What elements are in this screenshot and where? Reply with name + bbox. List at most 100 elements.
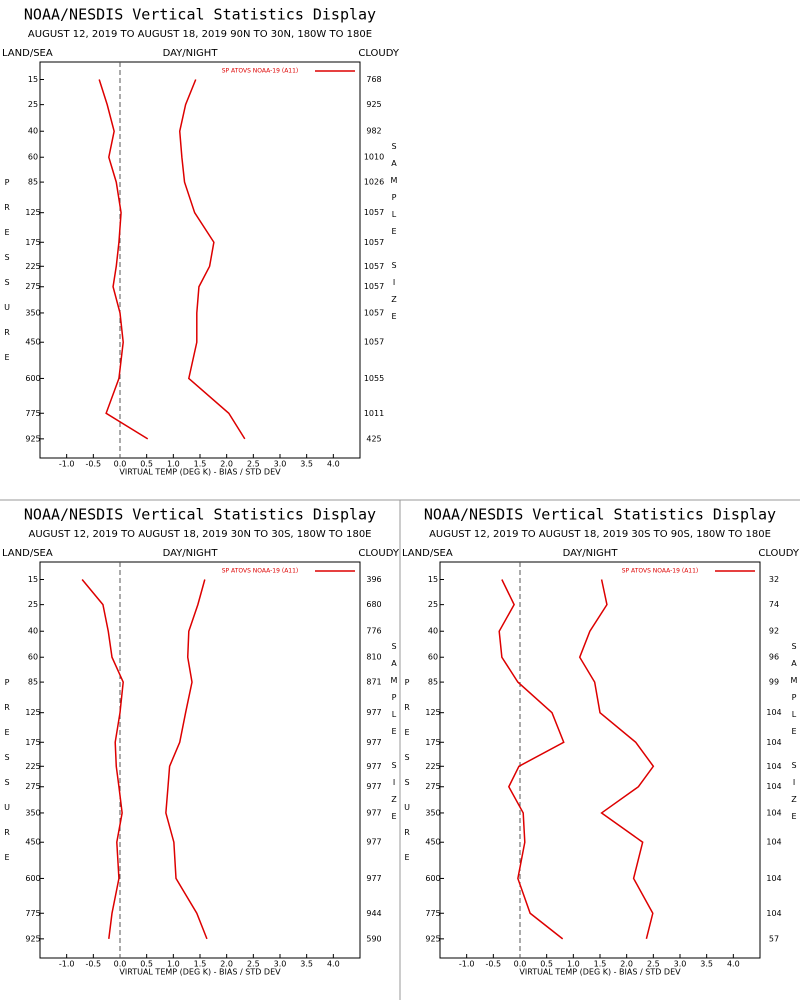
sample-size: 977 xyxy=(366,708,381,717)
sample-size: 925 xyxy=(366,100,381,109)
y2-axis-label: SAMPLE SIZE xyxy=(390,642,399,829)
panel-title: NOAA/NESDIS Vertical Statistics Display xyxy=(24,506,376,524)
x-tick-label: 0.0 xyxy=(114,960,127,969)
sample-size: 99 xyxy=(769,678,779,687)
sample-size: 96 xyxy=(769,653,779,662)
sample-size: 104 xyxy=(766,808,781,817)
y-axis-label: PRESSURE xyxy=(3,678,12,878)
y-tick-label: 175 xyxy=(25,738,40,747)
sample-size: 871 xyxy=(366,678,381,687)
y-tick-label: 15 xyxy=(28,575,38,584)
y-tick-label: 25 xyxy=(28,600,38,609)
right-label: CLOUDY xyxy=(758,548,800,559)
y-tick-label: 40 xyxy=(428,627,438,636)
sample-size: 104 xyxy=(766,708,781,717)
legend-label: SP ATOVS NOAA-19 (A11) xyxy=(222,68,299,75)
sample-size: 1057 xyxy=(364,338,384,347)
panel-subtitle: AUGUST 12, 2019 TO AUGUST 18, 2019 30N T… xyxy=(29,529,372,540)
x-tick-label: 3.0 xyxy=(274,460,287,469)
x-tick-label: -0.5 xyxy=(86,960,102,969)
x-tick-label: 3.5 xyxy=(700,960,713,969)
sample-size: 396 xyxy=(366,575,381,584)
y-tick-label: 350 xyxy=(425,808,440,817)
y-tick-label: 775 xyxy=(25,909,40,918)
sample-size: 977 xyxy=(366,782,381,791)
sample-size: 680 xyxy=(366,600,381,609)
x-tick-label: 1.0 xyxy=(567,960,580,969)
x-axis-label: VIRTUAL TEMP (DEG K) - BIAS / STD DEV xyxy=(519,968,681,977)
panel-subtitle: AUGUST 12, 2019 TO AUGUST 18, 2019 90N T… xyxy=(28,29,372,40)
sample-size: 104 xyxy=(766,762,781,771)
x-tick-label: 0.0 xyxy=(114,460,127,469)
left-label: LAND/SEA xyxy=(2,48,53,59)
panel-title: NOAA/NESDIS Vertical Statistics Display xyxy=(424,506,776,524)
y-tick-label: 60 xyxy=(428,653,438,662)
y-axis-label: PRESSURE xyxy=(3,178,12,378)
x-tick-label: 2.5 xyxy=(247,460,260,469)
sample-size: 776 xyxy=(366,627,381,636)
y-tick-label: 775 xyxy=(25,409,40,418)
x-tick-label: -0.5 xyxy=(486,960,502,969)
left-label: LAND/SEA xyxy=(402,548,453,559)
center-label: DAY/NIGHT xyxy=(163,48,219,59)
y-tick-label: 775 xyxy=(425,909,440,918)
std-dev-line xyxy=(578,579,655,940)
y-tick-label: 60 xyxy=(28,153,38,162)
y-tick-label: 40 xyxy=(28,127,38,136)
x-tick-label: 4.0 xyxy=(727,960,740,969)
y2-axis-label: SAMPLE SIZE xyxy=(390,142,399,329)
x-tick-label: 1.0 xyxy=(167,460,180,469)
sample-size: 1057 xyxy=(364,308,384,317)
x-tick-label: 0.5 xyxy=(140,460,153,469)
x-tick-label: 1.5 xyxy=(594,960,607,969)
y-tick-label: 125 xyxy=(25,208,40,217)
sample-size: 977 xyxy=(366,738,381,747)
x-tick-label: 1.0 xyxy=(167,960,180,969)
y-tick-label: 125 xyxy=(25,708,40,717)
y-tick-label: 225 xyxy=(25,262,40,271)
sample-size: 1011 xyxy=(364,409,384,418)
x-tick-label: 1.5 xyxy=(194,460,207,469)
y-tick-label: 450 xyxy=(25,838,40,847)
y-tick-label: 40 xyxy=(28,627,38,636)
panel-subtitle: AUGUST 12, 2019 TO AUGUST 18, 2019 30S T… xyxy=(429,529,771,540)
sample-size: 982 xyxy=(366,127,381,136)
y-tick-label: 600 xyxy=(25,374,40,383)
y-tick-label: 600 xyxy=(25,874,40,883)
y-tick-label: 85 xyxy=(28,178,38,187)
y-tick-label: 225 xyxy=(425,762,440,771)
sample-size: 1057 xyxy=(364,262,384,271)
center-label: DAY/NIGHT xyxy=(163,548,219,559)
x-tick-label: 0.5 xyxy=(140,960,153,969)
center-label: DAY/NIGHT xyxy=(563,548,619,559)
x-axis-label: VIRTUAL TEMP (DEG K) - BIAS / STD DEV xyxy=(119,468,281,477)
y2-axis-label: SAMPLE SIZE xyxy=(790,642,799,829)
legend-label: SP ATOVS NOAA-19 (A11) xyxy=(622,568,699,575)
sample-size: 104 xyxy=(766,874,781,883)
y-tick-label: 25 xyxy=(28,100,38,109)
sample-size: 768 xyxy=(366,75,381,84)
x-tick-label: 2.5 xyxy=(247,960,260,969)
x-tick-label: 2.0 xyxy=(220,960,233,969)
sample-size: 977 xyxy=(366,808,381,817)
sample-size: 1057 xyxy=(364,208,384,217)
x-tick-label: 3.5 xyxy=(300,460,313,469)
sample-size: 1055 xyxy=(364,374,384,383)
x-tick-label: 4.0 xyxy=(327,460,340,469)
sample-size: 104 xyxy=(766,838,781,847)
sample-size: 92 xyxy=(769,627,779,636)
y-tick-label: 60 xyxy=(28,653,38,662)
y-tick-label: 125 xyxy=(425,708,440,717)
y-tick-label: 275 xyxy=(425,782,440,791)
y-tick-label: 275 xyxy=(25,782,40,791)
x-tick-label: 0.5 xyxy=(540,960,553,969)
y-tick-label: 350 xyxy=(25,808,40,817)
bias-line xyxy=(98,79,149,440)
x-tick-label: 1.5 xyxy=(194,960,207,969)
bias-line xyxy=(498,579,565,940)
x-tick-label: 2.5 xyxy=(647,960,660,969)
x-tick-label: -1.0 xyxy=(59,960,75,969)
x-tick-label: 3.5 xyxy=(300,960,313,969)
y-tick-label: 25 xyxy=(428,600,438,609)
x-tick-label: 4.0 xyxy=(327,960,340,969)
